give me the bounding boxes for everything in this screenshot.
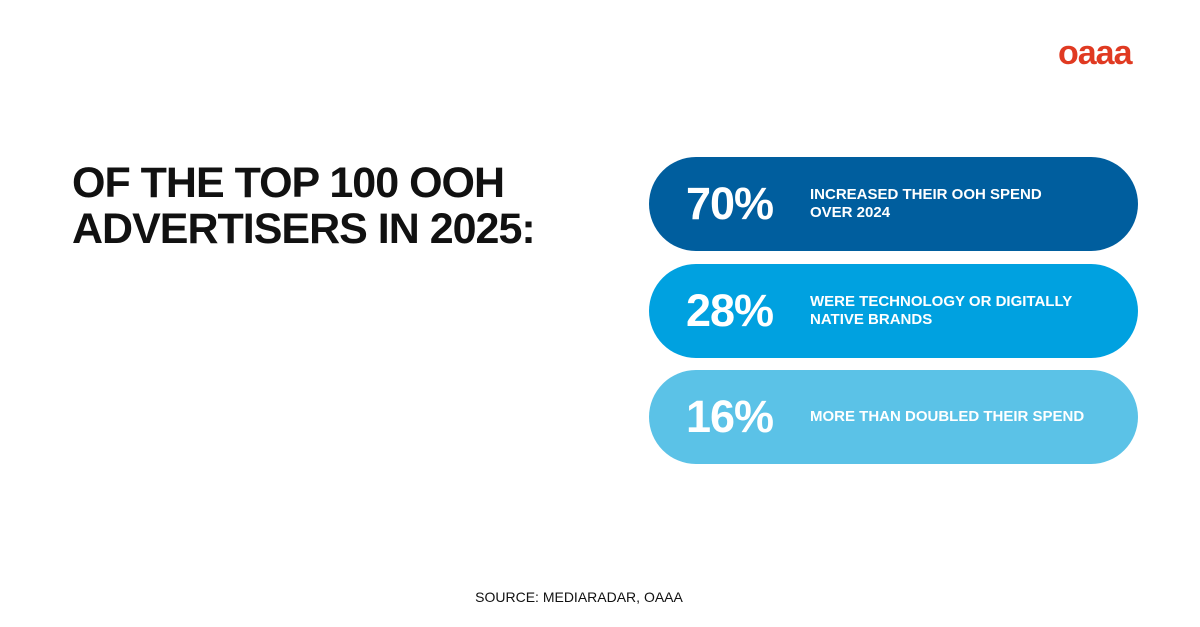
stat-line: NATIVE BRANDS: [810, 311, 933, 328]
stat-pill: 28% WERE TECHNOLOGY OR DIGITALLY NATIVE BR…: [649, 264, 1138, 358]
stat-line: OVER 2024: [810, 204, 891, 221]
source: SOURCE: MEDIARADAR, OAAA: [475, 589, 683, 605]
stat-value: 70%: [686, 178, 774, 229]
stat-description: INCREASED THEIR OOH SPEND OVER 2024: [810, 186, 1042, 222]
title-line: OF THE TOP 100 OOH: [72, 159, 505, 207]
stat-line: INCREASED THEIR OOH SPEND: [810, 186, 1042, 203]
stat-description: MORE THAN DOUBLED THEIR SPEND: [810, 408, 1084, 426]
stat-line: WERE TECHNOLOGY OR DIGITALLY: [810, 293, 1073, 310]
stat-value: 28%: [686, 285, 774, 336]
stat-value: 16%: [686, 391, 774, 442]
stat-pill: 16% MORE THAN DOUBLED THEIR SPEND: [649, 370, 1138, 464]
stat-pill: 70% INCREASED THEIR OOH SPEND OVER 2024: [649, 157, 1138, 251]
stat-line: MORE THAN DOUBLED THEIR SPEND: [810, 408, 1085, 425]
title: OF THE TOP 100 OOH ADVERTISERS IN 2025:: [72, 159, 536, 253]
title-line: ADVERTISERS IN 2025:: [72, 205, 536, 253]
logo: oaaa: [1058, 34, 1132, 72]
stat-description: WERE TECHNOLOGY OR DIGITALLY NATIVE BRAND…: [810, 293, 1072, 329]
